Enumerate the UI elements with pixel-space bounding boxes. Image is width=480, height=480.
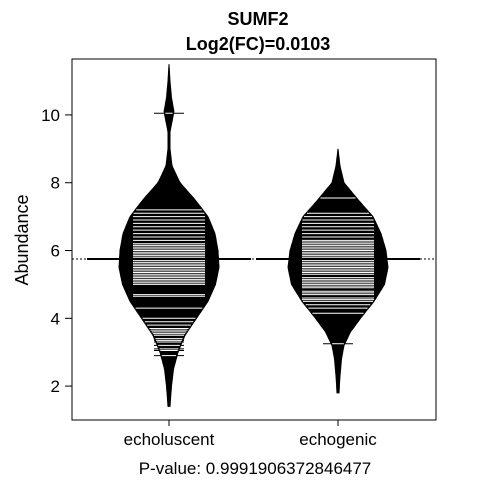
bean-shape: [118, 64, 220, 407]
x-tick-label: echoluscent: [124, 430, 215, 449]
bean-echogenic: [256, 148, 420, 394]
bean-echoluscent: [87, 64, 251, 407]
y-tick-label: 6: [51, 242, 60, 261]
y-axis-label: Abundance: [12, 194, 32, 285]
y-tick-label: 10: [41, 106, 60, 125]
x-tick-label: echogenic: [299, 430, 377, 449]
y-tick-label: 8: [51, 174, 60, 193]
y-tick-label: 4: [51, 309, 60, 328]
chart-subtitle: Log2(FC)=0.0103: [186, 34, 331, 54]
p-value-label: P-value: 0.9991906372846477: [139, 459, 372, 478]
chart-title: SUMF2: [227, 9, 288, 29]
plot-area: echoluscent echogenic 2 4 6 8 10: [41, 64, 436, 449]
y-tick-label: 2: [51, 377, 60, 396]
plot-frame: [71, 58, 437, 421]
